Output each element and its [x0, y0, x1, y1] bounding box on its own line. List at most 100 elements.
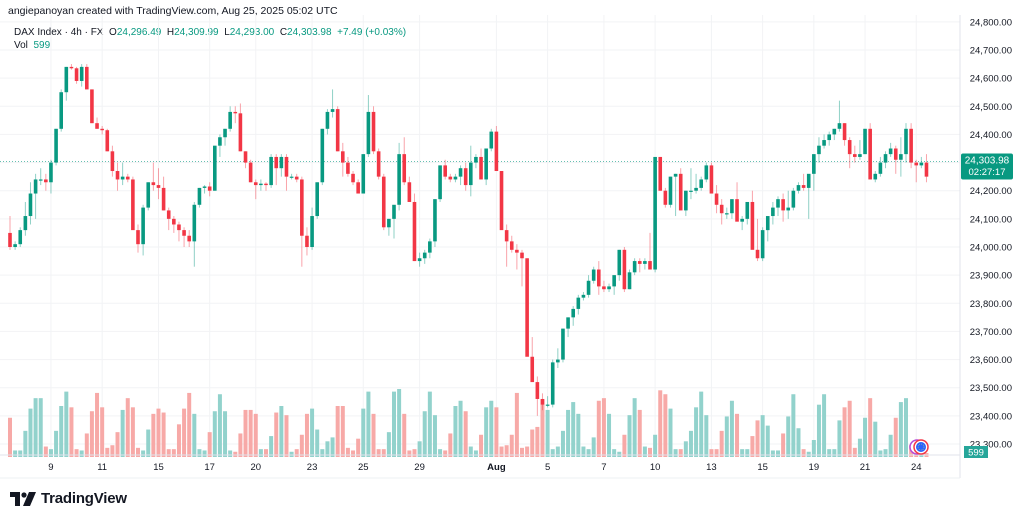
tradingview-logo[interactable]: TradingView [10, 490, 127, 507]
candle-body [765, 216, 770, 231]
volume-bar [33, 398, 38, 457]
time-axis-label: 10 [650, 462, 661, 473]
volume-bar [591, 437, 596, 457]
candle-body [469, 162, 473, 186]
candle-body [218, 137, 222, 146]
candle-body [586, 280, 591, 295]
volume-bar [668, 408, 673, 457]
candle [330, 89, 335, 118]
candle-body [893, 148, 898, 160]
candle [248, 159, 253, 183]
volume-bar [156, 408, 161, 457]
volume-bar [678, 449, 683, 457]
candle-body [141, 207, 145, 245]
open-label: O [109, 27, 117, 38]
candle [166, 207, 171, 231]
time-axis-label: 25 [358, 462, 369, 473]
volume-bar [427, 391, 432, 457]
candle-body [463, 168, 468, 186]
candle [924, 154, 929, 183]
candle [115, 162, 120, 191]
candle-body [325, 111, 330, 129]
volume-tag: 599 [964, 446, 988, 459]
volume-bar [304, 413, 309, 457]
candle [100, 125, 104, 135]
candle [817, 137, 821, 163]
candle-body [714, 193, 719, 205]
candle [509, 235, 514, 253]
candle-body [412, 201, 417, 262]
candle [33, 173, 38, 219]
candle-body [315, 182, 319, 217]
candle-body [402, 154, 407, 183]
price-axis[interactable]: 24,800.00 24,700.00 24,600.00 24,500.00 24,4… [970, 17, 1012, 450]
volume-bar [560, 430, 565, 457]
candle-body [294, 176, 299, 180]
volume-bar [857, 438, 862, 457]
candle-body [837, 123, 842, 129]
volume-bar [212, 411, 217, 457]
candle [105, 128, 110, 152]
candle [433, 199, 437, 247]
candle [264, 182, 268, 191]
volume-bar [873, 421, 878, 457]
candle-body [576, 297, 581, 309]
candle [648, 232, 652, 270]
volume-bar [192, 413, 197, 457]
volume-bar [223, 411, 228, 457]
candle [417, 252, 422, 267]
tradingview-wordmark: TradingView [41, 490, 127, 507]
candle-body [515, 249, 519, 253]
price-axis-label: 24,000.00 [970, 243, 1012, 254]
candle [187, 230, 191, 247]
candle [38, 168, 43, 186]
eu-flag-event-icon[interactable] [909, 439, 929, 455]
volume-bar [837, 420, 842, 457]
candle [837, 100, 842, 132]
candle-body [863, 128, 867, 155]
volume-bar [151, 413, 156, 457]
volume-bar [545, 409, 550, 457]
candle-body [597, 269, 601, 287]
candle [407, 176, 412, 202]
volume-bar [755, 420, 760, 457]
attribution-header: angiepanoyan created with TradingView.co… [8, 5, 338, 17]
candle-body [105, 130, 110, 152]
volume-bar [642, 446, 647, 457]
candle [812, 154, 816, 191]
volume-bar [448, 433, 453, 457]
candle-body [187, 235, 191, 242]
volume-bar [729, 400, 734, 457]
volume-bar [811, 440, 816, 457]
candle [13, 241, 17, 250]
time-axis[interactable]: 9 11 15 17 20 23 25 29 Aug 5 7 10 13 15 19 21 24 [48, 462, 921, 473]
candle-body [289, 176, 294, 178]
candle [453, 173, 458, 183]
candle [842, 123, 847, 146]
candle [678, 168, 683, 211]
candle-body [847, 140, 852, 155]
candle [663, 187, 668, 208]
candle [643, 258, 647, 270]
candle-body [172, 218, 176, 225]
candle-body [95, 123, 99, 129]
candle-body [320, 128, 325, 183]
candle [730, 199, 734, 219]
volume-bar [69, 407, 74, 457]
time-axis-label: 15 [153, 462, 164, 473]
volume-bar [806, 451, 811, 457]
candle-body [776, 199, 780, 208]
candle-body [274, 156, 279, 169]
volume-bar [136, 447, 140, 457]
candle-body [914, 162, 919, 166]
price-tag-box [961, 153, 1013, 180]
volume-bar [765, 425, 770, 457]
candle [806, 173, 811, 219]
candle [709, 162, 714, 194]
volume-bar [550, 449, 555, 457]
volume-bar [187, 392, 192, 457]
volume-bar [760, 415, 765, 457]
candle-body [85, 66, 89, 90]
candle-body [730, 199, 734, 214]
